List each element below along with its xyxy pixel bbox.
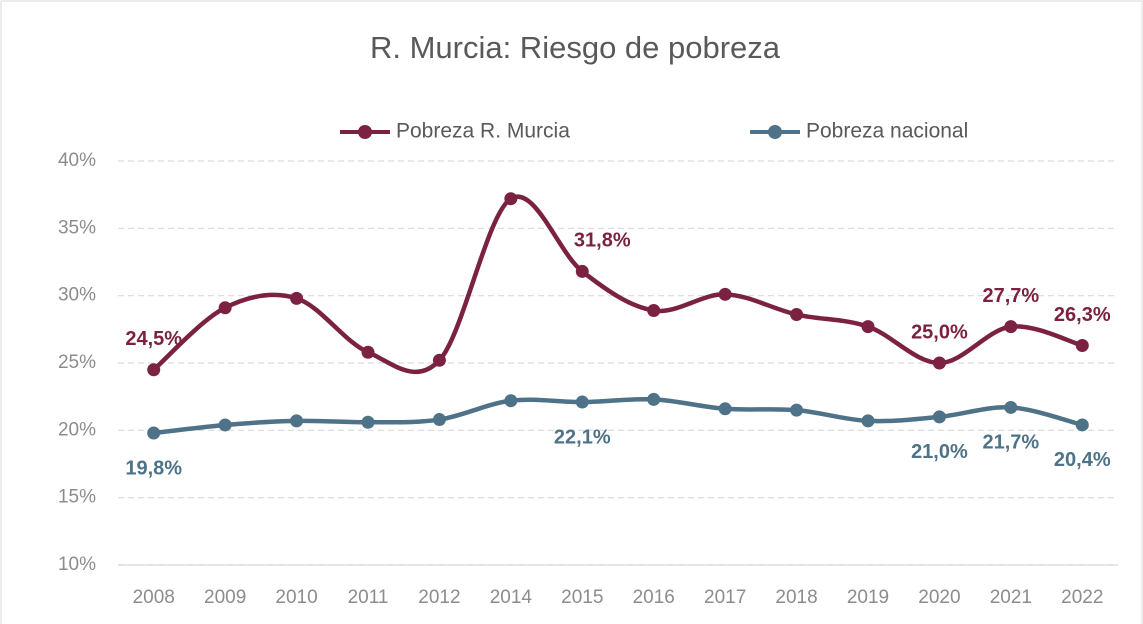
- data-point: [218, 301, 232, 315]
- data-point: [147, 363, 161, 377]
- data-point: [861, 414, 875, 428]
- legend-label: Pobreza nacional: [806, 120, 968, 143]
- data-point: [1075, 418, 1089, 432]
- x-tick-label: 2012: [418, 587, 460, 608]
- data-point: [504, 192, 518, 206]
- data-point: [790, 403, 804, 417]
- data-point: [790, 308, 804, 322]
- data-point: [647, 303, 661, 317]
- x-tick-label: 2019: [847, 587, 889, 608]
- data-point: [718, 287, 732, 301]
- data-point: [361, 345, 375, 359]
- y-tick-label: 35%: [58, 217, 96, 238]
- chart-title: R. Murcia: Riesgo de pobreza: [370, 30, 781, 65]
- x-tick-label: 2018: [775, 587, 817, 608]
- y-tick-label: 20%: [58, 419, 96, 440]
- data-label: 25,0%: [911, 321, 968, 343]
- data-label: 21,7%: [982, 432, 1039, 454]
- x-tick-label: 2016: [633, 587, 675, 608]
- data-point: [575, 264, 589, 278]
- data-point: [361, 415, 375, 429]
- y-tick-label: 30%: [58, 285, 96, 306]
- data-point: [647, 392, 661, 406]
- x-tick-label: 2015: [561, 587, 603, 608]
- data-point: [504, 394, 518, 408]
- data-label: 24,5%: [125, 328, 182, 350]
- legend-marker: [358, 125, 372, 139]
- data-point: [432, 413, 446, 427]
- data-point: [1004, 320, 1018, 334]
- legend-label: Pobreza R. Murcia: [396, 120, 570, 143]
- x-tick-label: 2010: [275, 587, 317, 608]
- y-tick-label: 40%: [58, 150, 96, 171]
- data-point: [290, 414, 304, 428]
- data-label: 31,8%: [574, 230, 631, 252]
- y-tick-label: 25%: [58, 352, 96, 373]
- data-label: 22,1%: [554, 426, 611, 448]
- data-point: [1004, 400, 1018, 414]
- data-label: 21,0%: [911, 441, 968, 463]
- data-point: [861, 320, 875, 334]
- x-tick-label: 2011: [348, 587, 389, 608]
- x-tick-label: 2008: [133, 587, 175, 608]
- series-line: [153, 396, 1083, 436]
- y-tick-label: 15%: [58, 487, 96, 508]
- x-tick-label: 2022: [1061, 587, 1103, 608]
- x-tick-label: 2014: [490, 587, 533, 608]
- data-point: [290, 291, 304, 305]
- data-point: [218, 418, 232, 432]
- data-point: [432, 353, 446, 367]
- x-tick-label: 2009: [204, 587, 246, 608]
- legend-marker: [768, 125, 782, 139]
- x-tick-label: 2021: [990, 587, 1032, 608]
- data-point: [575, 395, 589, 409]
- data-point: [1075, 338, 1089, 352]
- data-point: [932, 356, 946, 370]
- y-tick-label: 10%: [58, 554, 96, 575]
- data-point: [932, 410, 946, 424]
- data-point: [718, 402, 732, 416]
- data-label: 20,4%: [1054, 449, 1111, 471]
- data-label: 27,7%: [982, 285, 1039, 307]
- data-label: 26,3%: [1054, 304, 1111, 326]
- data-point: [147, 426, 161, 440]
- data-label: 19,8%: [125, 457, 182, 479]
- x-tick-label: 2020: [918, 587, 960, 608]
- x-tick-label: 2017: [704, 587, 746, 608]
